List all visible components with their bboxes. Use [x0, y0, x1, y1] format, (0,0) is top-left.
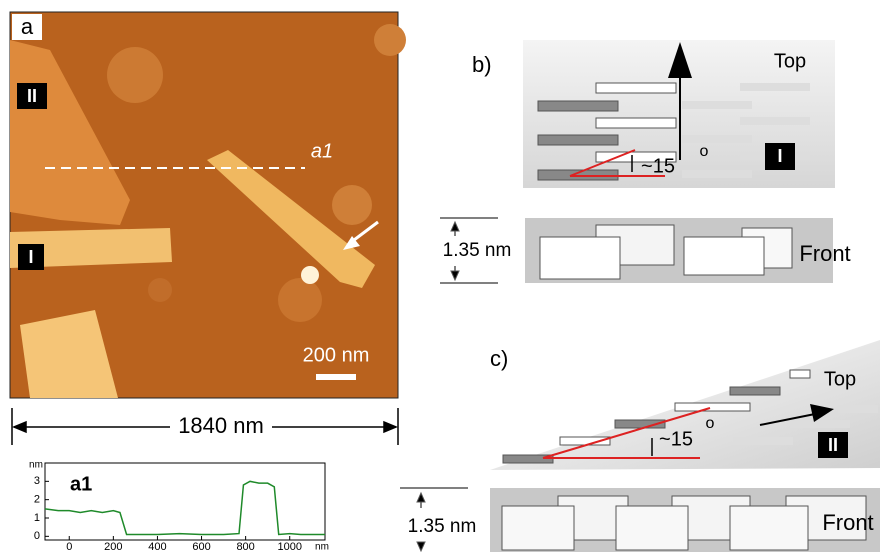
profile-label: a1 — [70, 473, 92, 495]
panel-label: b) — [472, 52, 492, 77]
angle-label: ~15 — [641, 155, 675, 177]
x-tick-label: 400 — [148, 541, 166, 552]
x-tick-label: 200 — [104, 541, 122, 552]
degree-mark: o — [700, 143, 709, 160]
region-label: I — [777, 146, 782, 166]
front-label: Front — [822, 510, 873, 535]
x-tick-label: 1000 — [277, 541, 301, 552]
scale-bar-label: 200 nm — [303, 344, 370, 366]
region-label: II — [828, 435, 838, 455]
angle-label: ~15 — [659, 428, 693, 450]
x-tick-label: 0 — [66, 541, 72, 552]
top-label: Top — [824, 368, 856, 390]
afm-image — [10, 12, 406, 398]
panel-label: c) — [490, 346, 508, 371]
x-unit: nm — [315, 542, 329, 552]
line-label: a1 — [311, 140, 333, 162]
panel-label: a — [21, 14, 34, 39]
degree-mark: o — [706, 415, 715, 432]
figure: a II I a1 200 nm 1840 nm nm nm a1 b) Top… — [0, 0, 880, 552]
height-label: 1.35 nm — [443, 240, 512, 261]
y-unit: nm — [29, 460, 43, 471]
y-tick-label: 3 — [34, 475, 40, 487]
y-tick-label: 0 — [34, 530, 40, 542]
top-label: Top — [774, 50, 806, 72]
y-tick-label: 1 — [34, 512, 40, 524]
x-tick-label: 600 — [192, 541, 210, 552]
region-label: I — [28, 247, 33, 267]
height-label: 1.35 nm — [408, 516, 477, 537]
width-label: 1840 nm — [178, 413, 264, 438]
y-tick-label: 2 — [34, 494, 40, 506]
region-label: II — [27, 86, 37, 106]
x-tick-label: 800 — [236, 541, 254, 552]
front-label: Front — [799, 241, 850, 266]
